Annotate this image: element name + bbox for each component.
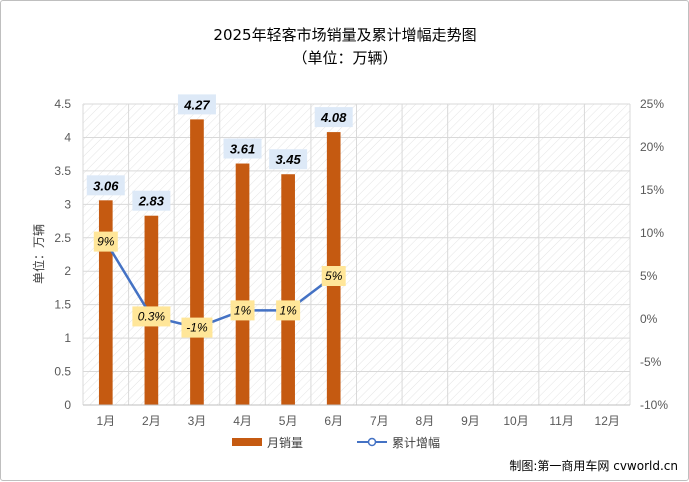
bar-label-bg — [86, 175, 125, 196]
line-label-bg — [230, 300, 255, 321]
chart-subtitle: （单位：万辆） — [292, 49, 397, 67]
y-tick-label: 1.5 — [54, 298, 71, 312]
bar-label-bg — [132, 190, 171, 211]
y-tick-label: 0.5 — [54, 365, 71, 379]
chart-title: 2025年轻客市场销量及累计增幅走势图 — [213, 26, 476, 44]
y-tick-label: 4 — [64, 130, 71, 144]
y-tick-label: 2.5 — [54, 231, 71, 245]
line-value-label: 0.3% — [138, 309, 166, 323]
y-tick-label: 4.5 — [54, 97, 71, 111]
bar-value-label: 3.45 — [275, 152, 301, 167]
bar — [235, 163, 250, 405]
y2-tick-label: 10% — [640, 226, 664, 240]
y-tick-label: 3 — [64, 197, 71, 211]
bar — [98, 200, 113, 405]
y2-tick-label: 15% — [640, 183, 664, 197]
bar-label-bg — [269, 149, 308, 170]
x-tick-label: 9月 — [461, 414, 480, 428]
y-axis-label: 单位：万辆 — [31, 224, 46, 284]
x-tick-label: 12月 — [595, 414, 620, 428]
line-value-label: 1% — [279, 303, 297, 317]
x-tick-label: 1月 — [96, 414, 115, 428]
line-value-label: 1% — [234, 303, 252, 317]
legend-label-line: 累计增幅 — [392, 435, 440, 450]
line-label-bg — [93, 231, 118, 252]
line-value-label: 9% — [97, 235, 115, 249]
legend-swatch-bar — [232, 438, 262, 446]
x-tick-label: 4月 — [233, 414, 252, 428]
bar-value-label: 4.27 — [183, 97, 210, 112]
y2-tick-label: 0% — [640, 312, 658, 326]
bar-value-label: 3.06 — [93, 178, 119, 193]
legend-label-bar: 月销量 — [267, 436, 303, 450]
y2-tick-label: 20% — [640, 140, 664, 154]
line-label-bg — [181, 317, 213, 338]
line-label-bg — [276, 300, 301, 321]
x-tick-label: 5月 — [279, 414, 298, 428]
credit-text: 制图:第一商用车网 cvworld.cn — [509, 458, 678, 473]
x-tick-label: 2月 — [142, 414, 161, 428]
x-tick-label: 8月 — [416, 414, 435, 428]
bar-value-label: 2.83 — [138, 194, 165, 209]
bar-value-label: 3.61 — [230, 142, 255, 157]
legend: 月销量 累计增幅 — [232, 435, 440, 450]
bar-label-bg — [314, 107, 353, 128]
x-tick-label: 11月 — [549, 414, 573, 428]
bar-label-bg — [177, 94, 216, 115]
bar — [190, 119, 204, 405]
y2-tick-label: 5% — [640, 269, 658, 283]
line-label-bg — [132, 306, 171, 327]
x-tick-label: 7月 — [370, 414, 389, 428]
legend-marker-line — [367, 437, 377, 447]
y-tick-label: 0 — [64, 398, 71, 412]
y2-tick-label: -5% — [640, 355, 662, 369]
x-tick-label: 3月 — [188, 414, 207, 428]
x-tick-label: 6月 — [324, 414, 343, 428]
y2-tick-label: 25% — [640, 97, 664, 111]
x-tick-label: 10月 — [503, 414, 528, 428]
y-tick-label: 3.5 — [54, 164, 71, 178]
line-label-bg — [321, 266, 346, 286]
bar — [281, 174, 295, 405]
y-tick-label: 2 — [64, 264, 71, 278]
line-value-label: 5% — [325, 269, 343, 283]
bar-value-label: 4.08 — [320, 110, 347, 125]
line-value-label: -1% — [186, 321, 208, 335]
bar-label-bg — [223, 138, 262, 159]
y-tick-label: 1 — [64, 331, 71, 345]
y2-tick-label: -10% — [640, 398, 668, 412]
